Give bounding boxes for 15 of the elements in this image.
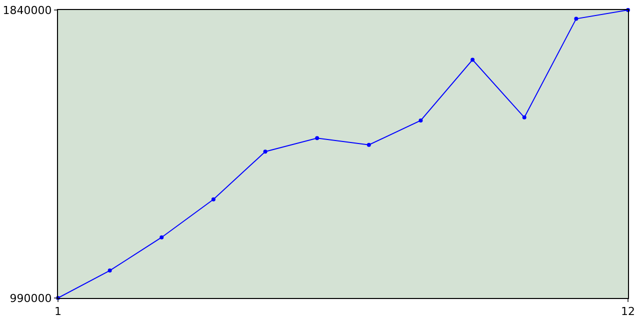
x-tick-label: 1 [54, 305, 62, 318]
point [522, 115, 526, 120]
y-tick-label: 990000 [10, 292, 52, 305]
point [574, 16, 578, 21]
point [315, 136, 320, 140]
point [470, 58, 475, 62]
point [211, 197, 216, 202]
point [263, 150, 268, 154]
x-tick-label: 12 [621, 305, 635, 318]
point [366, 142, 371, 147]
point [108, 268, 112, 273]
point [418, 118, 423, 122]
point [160, 235, 164, 240]
y-tick-label: 1840000 [2, 4, 52, 17]
line-series [56, 8, 630, 300]
